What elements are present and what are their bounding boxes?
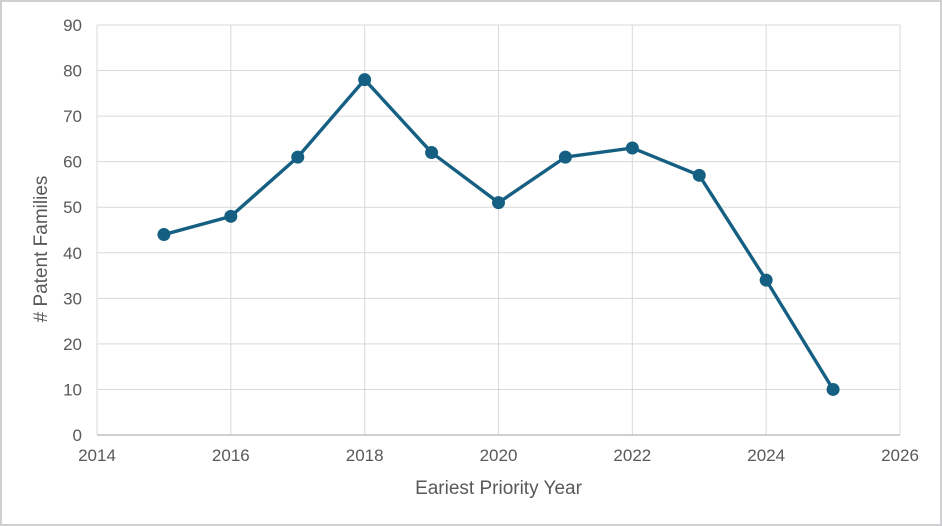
data-point (558, 150, 572, 164)
data-point (625, 141, 639, 155)
y-tick-label: 60 (63, 153, 82, 172)
x-tick-label: 2024 (747, 446, 785, 465)
y-tick-label: 0 (73, 426, 82, 445)
y-tick-label: 80 (63, 62, 82, 81)
x-tick-label: 2022 (613, 446, 651, 465)
y-tick-label: 20 (63, 335, 82, 354)
x-tick-label: 2020 (480, 446, 518, 465)
data-point (291, 150, 305, 164)
x-tick-label: 2014 (78, 446, 116, 465)
y-tick-label: 30 (63, 289, 82, 308)
y-tick-label: 70 (63, 107, 82, 126)
x-tick-label: 2016 (212, 446, 250, 465)
data-point (425, 146, 439, 160)
x-tick-label: 2018 (346, 446, 384, 465)
data-point (492, 196, 505, 210)
y-tick-label: 10 (63, 380, 82, 399)
y-tick-label: 40 (63, 244, 82, 263)
data-point (759, 273, 773, 287)
x-axis-title: Eariest Priority Year (415, 478, 582, 499)
y-tick-label: 50 (63, 198, 82, 217)
data-point (157, 228, 171, 242)
data-point (826, 382, 840, 396)
data-point (358, 73, 372, 87)
x-tick-label: 2026 (881, 446, 919, 465)
y-tick-label: 90 (63, 16, 82, 35)
data-point (224, 209, 238, 223)
y-axis-title: # Patent Families (31, 175, 52, 323)
data-point (692, 168, 706, 182)
